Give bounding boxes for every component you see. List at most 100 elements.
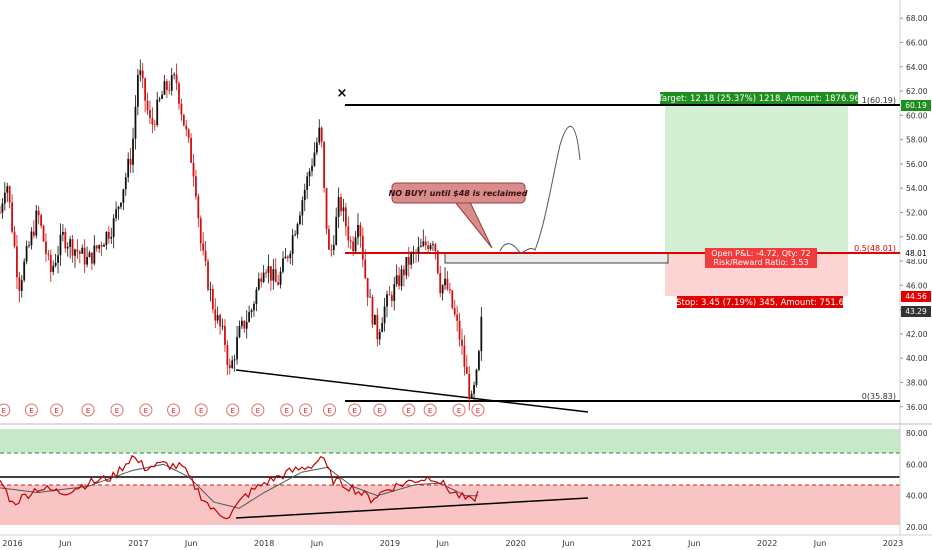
candle-body bbox=[366, 278, 369, 298]
candle-body bbox=[190, 137, 192, 163]
candle-body bbox=[299, 215, 301, 225]
earnings-marker[interactable] bbox=[50, 403, 64, 417]
candle-body bbox=[344, 207, 347, 227]
candle-body bbox=[475, 369, 478, 385]
price-tick-label: 64.00 bbox=[906, 63, 928, 72]
candle-body bbox=[165, 81, 168, 90]
earnings-marker[interactable] bbox=[348, 403, 362, 417]
earnings-marker[interactable] bbox=[81, 403, 95, 417]
rsi-tick-label: 80.00 bbox=[906, 429, 928, 438]
candle-body bbox=[91, 252, 93, 264]
candle-body bbox=[1, 203, 4, 213]
candle-body bbox=[349, 240, 352, 242]
candle-body bbox=[354, 237, 357, 252]
earnings-marker[interactable] bbox=[251, 403, 265, 417]
x-tick-label: 2022 bbox=[757, 539, 777, 548]
candle-body bbox=[395, 275, 398, 285]
x-ticks: 2016 Jun 2017 Jun 2018 Jun 2019 Jun 2020 Jun 2021 J… bbox=[2, 539, 903, 548]
rsi-line bbox=[0, 454, 479, 520]
axis-tag-stop bbox=[901, 291, 931, 302]
candle-body bbox=[216, 315, 219, 321]
rsi-oversold-zone bbox=[0, 485, 900, 525]
earnings-marker-label: E bbox=[476, 407, 480, 415]
earnings-marker[interactable] bbox=[452, 403, 466, 417]
candle-body bbox=[284, 256, 287, 259]
candle-body bbox=[81, 247, 84, 254]
candle-body bbox=[386, 294, 388, 307]
earnings-marker-label: E bbox=[199, 407, 203, 415]
candle-body bbox=[3, 192, 6, 204]
candle-body bbox=[192, 162, 195, 177]
earnings-marker[interactable] bbox=[167, 403, 181, 417]
earnings-marker[interactable] bbox=[402, 403, 416, 417]
candle-body bbox=[173, 74, 176, 76]
candle-body bbox=[238, 325, 241, 338]
candle-body bbox=[465, 366, 468, 374]
candle-body bbox=[32, 231, 35, 236]
earnings-marker-label: E bbox=[457, 407, 461, 415]
earnings-marker[interactable] bbox=[323, 403, 337, 417]
candle-body bbox=[115, 209, 117, 219]
candle-body bbox=[301, 200, 304, 216]
candle-body bbox=[233, 359, 236, 361]
price-tick-label: 42.00 bbox=[906, 330, 928, 339]
earnings-marker[interactable] bbox=[0, 403, 11, 417]
candle-body bbox=[451, 290, 454, 309]
candle-body bbox=[153, 124, 156, 126]
candle-body bbox=[448, 289, 451, 291]
candle-body bbox=[221, 325, 224, 327]
candle-body bbox=[419, 245, 422, 247]
axis-tag-current-text: 43.29 bbox=[905, 307, 927, 316]
earnings-marker[interactable] bbox=[139, 403, 153, 417]
x-tick-label: 2020 bbox=[505, 539, 525, 548]
candle-body bbox=[93, 245, 96, 264]
candle-body bbox=[120, 202, 122, 207]
candle-body bbox=[30, 231, 33, 246]
earnings-marker[interactable] bbox=[471, 403, 485, 417]
earnings-marker-label: E bbox=[2, 407, 6, 415]
earnings-marker-label: E bbox=[378, 407, 382, 415]
price-axis-bg bbox=[900, 0, 932, 425]
earnings-marker[interactable] bbox=[194, 403, 208, 417]
candle-body bbox=[330, 249, 333, 251]
candle-body bbox=[473, 384, 475, 394]
candle-body bbox=[49, 255, 52, 272]
candle-body bbox=[340, 197, 342, 212]
earnings-marker[interactable] bbox=[24, 403, 38, 417]
candle-body bbox=[163, 81, 166, 95]
earnings-marker[interactable] bbox=[373, 403, 387, 417]
candle-body bbox=[122, 189, 125, 203]
candle-body bbox=[202, 243, 205, 251]
projection-path bbox=[499, 125, 581, 254]
candle-body bbox=[403, 269, 405, 276]
rsi-trendline bbox=[235, 497, 589, 519]
candle-body bbox=[296, 224, 299, 235]
candle-body bbox=[144, 78, 147, 101]
rsi-tick-label: 20.00 bbox=[906, 523, 928, 532]
earnings-marker-label: E bbox=[327, 407, 331, 415]
earnings-marker-label: E bbox=[303, 407, 307, 415]
candle-body bbox=[381, 323, 384, 332]
candle-body bbox=[86, 257, 88, 265]
candle-body bbox=[66, 246, 69, 249]
earnings-marker[interactable] bbox=[226, 403, 240, 417]
earnings-marker[interactable] bbox=[110, 403, 124, 417]
earnings-marker[interactable] bbox=[299, 403, 313, 417]
candle-body bbox=[407, 256, 410, 265]
candle-body bbox=[291, 235, 294, 254]
axis-tag-entry-text: 48.01 bbox=[905, 249, 927, 258]
candle-body bbox=[11, 202, 13, 232]
candle-body bbox=[139, 70, 142, 75]
price-tick-label: 38.00 bbox=[906, 379, 928, 388]
candle-body bbox=[415, 252, 417, 254]
earnings-marker[interactable] bbox=[423, 403, 437, 417]
earnings-marker-label: E bbox=[407, 407, 411, 415]
x-tick-label: Jun bbox=[184, 539, 198, 548]
candle-body bbox=[240, 320, 243, 326]
earnings-marker[interactable] bbox=[280, 403, 294, 417]
candle-body bbox=[332, 244, 335, 251]
candle-body bbox=[45, 241, 47, 254]
candle-body bbox=[253, 304, 255, 311]
high-marker: × bbox=[337, 86, 348, 101]
